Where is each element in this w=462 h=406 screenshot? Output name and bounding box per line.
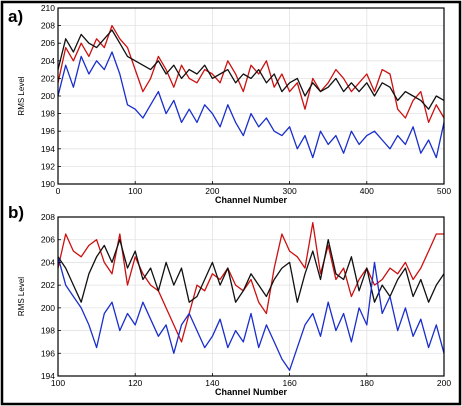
panel-b-ytick-label: 206 <box>41 235 55 245</box>
panel-b-ytick-label: 194 <box>41 371 55 381</box>
panel-a-xtick-label: 400 <box>360 186 374 196</box>
panel-b: b) 100 120 140 160 180 200 194 196 198 200 202 204 2… <box>8 203 451 397</box>
panel-b-xtick-label: 160 <box>283 378 297 388</box>
panel-b-label: b) <box>8 203 24 222</box>
panel-a-ytick-label: 208 <box>41 21 55 31</box>
panel-b-ytick-label: 208 <box>41 212 55 222</box>
panel-a-ytick-label: 202 <box>41 73 55 83</box>
panel-a-xtick-label: 200 <box>205 186 219 196</box>
panel-b-ytick-label: 198 <box>41 326 55 336</box>
panel-b-ytick-label: 196 <box>41 348 55 358</box>
panel-a-ticks: 0 100 200 300 400 500 190 192 194 196 198 200 202 204… <box>41 3 452 196</box>
panel-a-ylabel: RMS Level <box>17 76 26 115</box>
panel-a-ytick-label: 196 <box>41 126 55 136</box>
panel-a-xtick-label: 0 <box>56 186 61 196</box>
panel-b-series <box>57 222 445 371</box>
panel-a-label: a) <box>8 7 23 26</box>
panel-a: a) 0 100 200 300 400 500 190 192 194 196 198 200 202… <box>8 3 451 205</box>
panel-a-xlabel: Channel Number <box>215 195 288 205</box>
panel-b-ytick-label: 200 <box>41 303 55 313</box>
panel-b-ytick-label: 202 <box>41 280 55 290</box>
panel-a-xtick-label: 300 <box>283 186 297 196</box>
panel-a-ytick-label: 210 <box>41 3 55 13</box>
panel-a-ytick-label: 192 <box>41 161 55 171</box>
panel-a-series-line-2 <box>57 29 445 110</box>
panel-a-ytick-label: 198 <box>41 109 55 119</box>
panel-b-xtick-label: 100 <box>51 378 65 388</box>
panel-b-series-line-3 <box>57 256 445 371</box>
panel-a-xtick-label: 100 <box>128 186 142 196</box>
panel-a-ytick-label: 190 <box>41 179 55 189</box>
panel-a-series <box>57 24 445 159</box>
panel-b-xtick-label: 200 <box>437 378 451 388</box>
panel-b-series-line-2 <box>57 239 445 303</box>
panel-b-plot-frame <box>57 216 445 377</box>
panel-a-ytick-label: 206 <box>41 38 55 48</box>
panel-a-xtick-label: 500 <box>437 186 451 196</box>
panel-b-xtick-label: 120 <box>128 378 142 388</box>
panel-a-ytick-label: 200 <box>41 91 55 101</box>
panel-a-ytick-label: 204 <box>41 56 55 66</box>
panel-b-ylabel: RMS Level <box>17 277 26 316</box>
panel-b-xtick-label: 140 <box>205 378 219 388</box>
panel-a-ytick-label: 194 <box>41 144 55 154</box>
panel-b-ticks: 100 120 140 160 180 200 194 196 198 200 202 204 206 2… <box>41 212 452 388</box>
panel-b-xlabel: Channel Number <box>215 387 288 397</box>
panel-a-series-line-3 <box>57 51 445 159</box>
panel-b-xtick-label: 180 <box>360 378 374 388</box>
panel-b-grid <box>57 216 445 377</box>
panel-a-series-line-1 <box>57 24 445 124</box>
panel-b-ytick-label: 204 <box>41 257 55 267</box>
